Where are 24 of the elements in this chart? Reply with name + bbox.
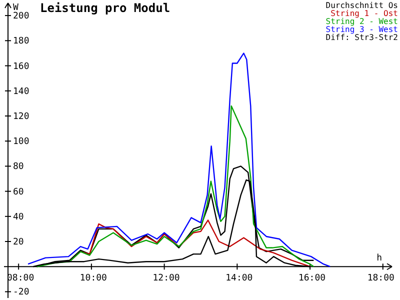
y-axis-title: W (13, 3, 19, 13)
y-tick-label: 20 (13, 238, 24, 248)
text: Diff: Str3-Str2 (326, 33, 398, 42)
x-axis-title: h (376, 254, 382, 264)
x-tick-label: 18:00 (367, 274, 394, 284)
y-tick-label: 180 (13, 36, 30, 47)
chart-title: Leistung pro Modul (40, 1, 170, 15)
y-tick-label: 60 (13, 187, 24, 198)
text: Durchschnitt Os (326, 1, 398, 10)
text: String 2 - West (326, 17, 398, 26)
y-tick-label: -20 (13, 288, 30, 298)
text: String 3 - West (326, 25, 398, 34)
y-tick-label: 100 (13, 137, 30, 148)
y-tick-label: 140 (13, 86, 30, 97)
y-tick-label: 200 (13, 12, 30, 22)
x-tick-label: 12:00 (152, 274, 180, 284)
y-tick-label: 40 (13, 212, 24, 222)
y-tick-label: 80 (13, 162, 24, 172)
x-tick-label: 10:00 (80, 274, 107, 284)
x-tick-label: 16:00 (298, 274, 326, 284)
y-tick-label: 160 (13, 62, 30, 72)
text: String 1 - Ost (330, 9, 398, 18)
x-tick-label: 14:00 (226, 274, 253, 284)
y-tick-label: 120 (13, 112, 30, 122)
